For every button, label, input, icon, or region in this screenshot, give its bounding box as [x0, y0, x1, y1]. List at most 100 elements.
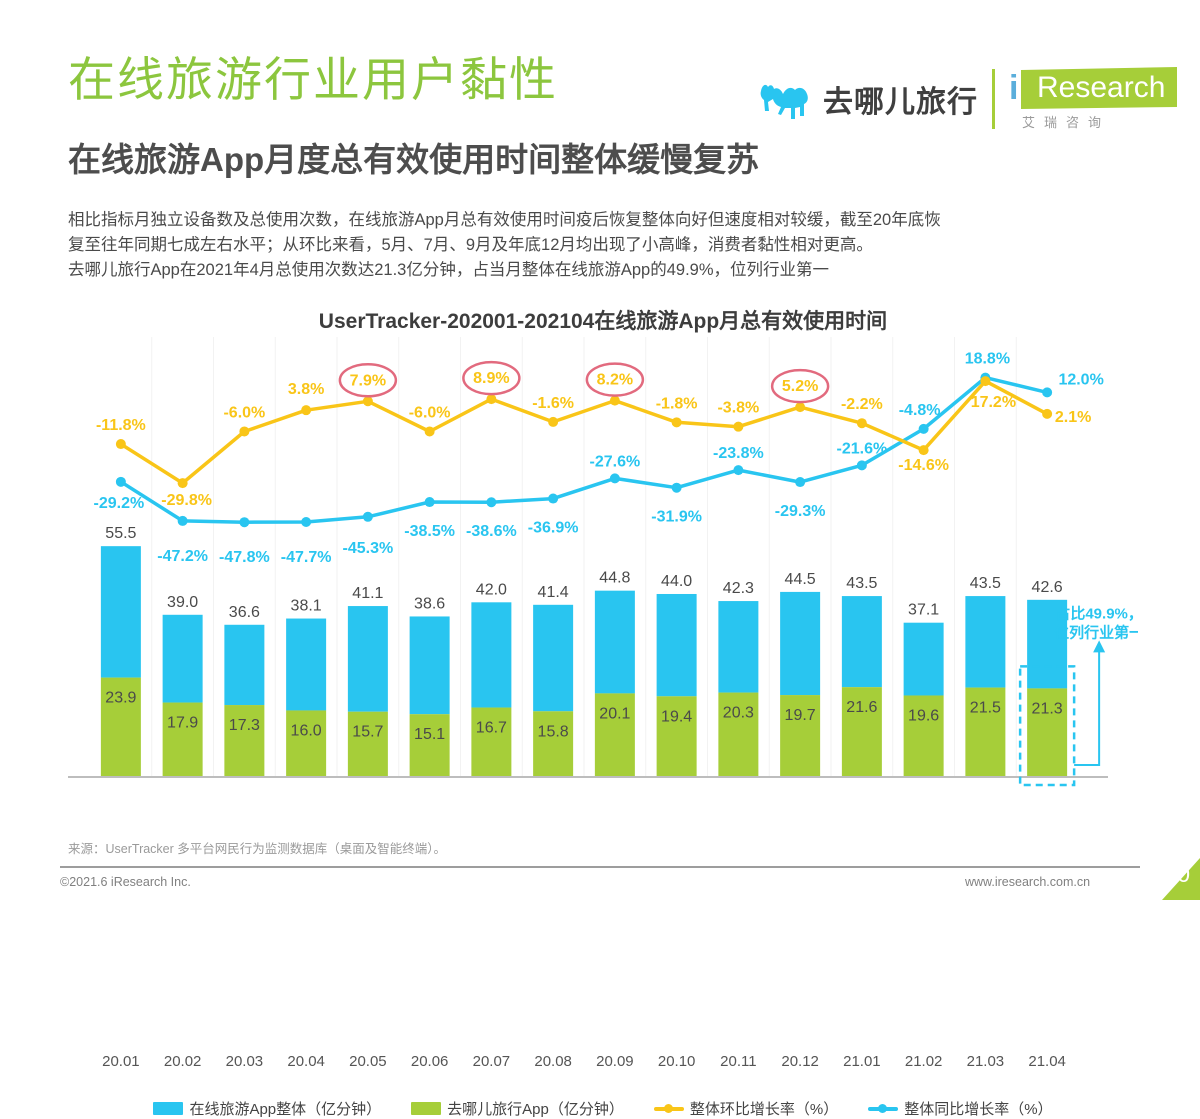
bar-total-label: 43.5: [970, 575, 1001, 592]
yoy-line-point: [115, 476, 126, 487]
page-number: 10: [1164, 861, 1190, 887]
legend-item-0[interactable]: 在线旅游App整体（亿分钟）: [153, 1098, 381, 1119]
yoy-line-point: [486, 497, 497, 508]
bar-total-label: 42.3: [723, 580, 754, 597]
bar-total-20.05: [347, 606, 388, 712]
legend-box-swatch: [411, 1102, 442, 1115]
yoy-label: -31.9%: [651, 509, 702, 526]
footer-copyright: ©2021.6 iResearch Inc.: [60, 875, 191, 889]
highlight-box: [1018, 665, 1076, 787]
x-axis-label-20.03: 20.03: [225, 1053, 264, 1070]
x-axis-label-20.11: 20.11: [720, 1053, 757, 1070]
bar-segment-label: 16.0: [291, 722, 322, 739]
yoy-line-point: [609, 473, 620, 484]
legend-item-2[interactable]: 整体环比增长率（%）: [653, 1098, 838, 1119]
yoy-label: -29.3%: [775, 503, 826, 520]
mom-highlight-ring: [338, 363, 398, 398]
body-line-3: 去哪儿旅行App在2021年4月总使用次数达21.3亿分钟，占当月整体在线旅游A…: [68, 261, 829, 279]
mom-line-point: [115, 439, 126, 450]
yoy-line-point: [733, 465, 744, 476]
mom-label: 5.2%: [782, 378, 818, 395]
yoy-line-point: [177, 515, 188, 526]
bar-total-label: 38.1: [291, 598, 322, 615]
page-title: 在线旅游行业用户黏性: [68, 53, 558, 106]
bar-segment-20.02: [162, 702, 203, 777]
bar-segment-label: 19.7: [785, 707, 816, 724]
mom-line-point: [856, 418, 867, 429]
slide-header: 在线旅游行业用户黏性 在线旅游App月度总有效使用时间整体缓慢复苏 去哪儿旅行 …: [0, 0, 1200, 195]
bar-total-20.11: [718, 601, 759, 693]
x-axis-label-20.08: 20.08: [534, 1053, 572, 1070]
mom-line-point: [671, 417, 682, 428]
bar-total-label: 41.1: [352, 585, 383, 602]
mom-line-point: [918, 445, 929, 456]
bar-segment-20.06: [409, 714, 450, 777]
bar-segment-label: 17.3: [229, 717, 260, 734]
mom-label: -6.0%: [223, 404, 265, 421]
bar-segment-20.11: [718, 692, 759, 777]
bar-total-label: 38.6: [414, 595, 445, 612]
legend-item-3[interactable]: 整体同比增长率（%）: [868, 1098, 1053, 1119]
yoy-label: -38.6%: [466, 523, 517, 540]
bar-segment-label: 20.1: [599, 705, 630, 722]
bar-segment-21.02: [903, 695, 944, 777]
yoy-label: -47.2%: [157, 548, 208, 565]
mom-line-point: [424, 426, 435, 437]
bar-segment-label: 19.4: [661, 708, 692, 725]
mom-label: 8.9%: [473, 370, 509, 387]
mom-label: -2.2%: [841, 396, 883, 413]
x-axis-label-21.01: 21.01: [843, 1053, 881, 1070]
bar-total-label: 44.5: [785, 571, 816, 588]
mom-highlight-ring: [585, 362, 645, 397]
bar-segment-20.03: [224, 705, 265, 777]
x-axis-label-21.04: 21.04: [1028, 1053, 1066, 1070]
mom-line-point: [548, 416, 559, 427]
yoy-line-point: [918, 423, 929, 434]
page-subtitle: 在线旅游App月度总有效使用时间整体缓慢复苏: [68, 141, 760, 178]
bar-segment-20.07: [471, 707, 512, 777]
bar-total-label: 41.4: [538, 584, 569, 601]
chart-plot-area: 55.5 23.9 39.0 17.9 36.6 17.3 38.1 16.0 41.1 15.7…: [68, 337, 1138, 787]
logo-group: 去哪儿旅行 i Research 艾瑞咨询: [755, 62, 1177, 136]
legend-line-swatch: [653, 1102, 684, 1115]
iresearch-logo: i Research 艾瑞咨询: [1009, 67, 1177, 131]
bar-total-label: 43.5: [846, 575, 877, 592]
x-axis-label-20.09: 20.09: [596, 1053, 634, 1070]
qunar-logo-text: 去哪儿旅行: [823, 86, 978, 119]
x-axis-label-20.02: 20.02: [163, 1053, 202, 1070]
iresearch-i: i: [1009, 69, 1019, 107]
mom-label: -1.8%: [656, 395, 698, 412]
x-axis-label-20.06: 20.06: [410, 1053, 449, 1070]
yoy-label: 12.0%: [1058, 371, 1103, 388]
mom-label: 3.8%: [288, 381, 324, 398]
footer-website: www.iresearch.com.cn: [965, 875, 1091, 889]
bar-segment-21.04: [1027, 688, 1068, 777]
bar-segment-label: 21.5: [970, 700, 1001, 717]
bar-total-label: 36.6: [229, 604, 260, 621]
yoy-label: -38.5%: [404, 523, 455, 540]
chart-svg: 55.5 23.9 39.0 17.9 36.6 17.3 38.1 16.0 41.1 15.7…: [68, 337, 1138, 787]
body-line-2: 复至往年同期七成左右水平；从环比来看，5月、7月、9月及年底12月均出现了小高峰…: [68, 236, 873, 254]
chart-title: UserTracker-202001-202104在线旅游App月总有效使用时间: [318, 310, 888, 333]
mom-label: -1.6%: [532, 395, 574, 412]
bar-total-label: 39.0: [167, 594, 198, 611]
bar-total-20.06: [409, 616, 450, 715]
bar-total-label: 42.6: [1032, 579, 1063, 596]
mom-line-point: [980, 376, 991, 387]
mom-label: -29.8%: [161, 492, 212, 509]
mom-line-point: [1042, 408, 1053, 419]
mom-label: 7.9%: [350, 372, 386, 389]
x-axis-label-20.10: 20.10: [657, 1053, 696, 1070]
mom-highlight-ring: [462, 360, 521, 396]
x-axis-label-20.05: 20.05: [349, 1053, 387, 1070]
legend-item-1[interactable]: 去哪儿旅行App（亿分钟）: [411, 1098, 624, 1119]
bar-segment-label: 19.6: [908, 707, 939, 724]
mom-line-point: [795, 402, 806, 413]
x-axis-label-20.07: 20.07: [472, 1053, 511, 1070]
yoy-line-point: [239, 517, 250, 528]
bar-total-20.02: [162, 614, 203, 703]
x-axis-label-20.01: 20.01: [102, 1053, 140, 1070]
bar-total-label: 55.5: [105, 525, 136, 542]
yoy-label: -4.8%: [899, 402, 941, 419]
